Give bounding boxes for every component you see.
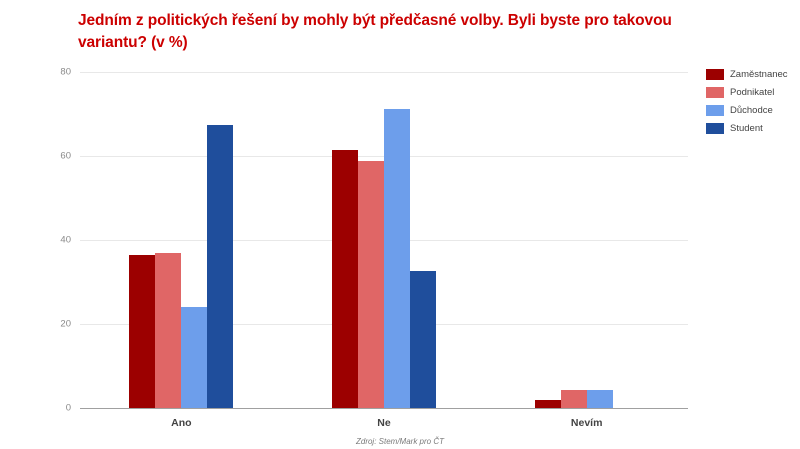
gridline [80, 72, 688, 73]
bar[interactable] [357, 161, 384, 408]
legend-color-swatch [706, 104, 724, 116]
x-axis-tick-label: Ano [171, 417, 192, 429]
legend-item[interactable]: Zaměstnanec [706, 66, 798, 82]
legend-item[interactable]: Důchodce [706, 102, 798, 118]
bar-group: Nevím [485, 72, 688, 429]
bar[interactable] [534, 400, 561, 408]
legend-label: Student [730, 122, 763, 134]
bar[interactable] [560, 389, 587, 408]
legend-color-swatch [706, 68, 724, 80]
bar[interactable] [586, 389, 613, 408]
bar[interactable] [155, 252, 182, 408]
x-axis-tick-label: Ne [377, 417, 391, 429]
y-axis-tick-label: 60 [60, 150, 71, 162]
y-axis-tick-label: 0 [65, 402, 71, 414]
y-axis-tick-label: 40 [60, 234, 71, 246]
legend-color-swatch [706, 86, 724, 98]
y-axis-tick-label: 80 [60, 66, 71, 78]
bar[interactable] [409, 271, 436, 408]
legend-item[interactable]: Podnikatel [706, 84, 798, 100]
legend-item[interactable]: Student [706, 120, 798, 136]
legend-color-swatch [706, 122, 724, 134]
x-axis-tick-label: Nevím [570, 417, 603, 429]
bar[interactable] [129, 255, 156, 408]
chart-title: Jedním z politických řešení by mohly být… [78, 12, 672, 52]
bar[interactable] [181, 306, 208, 408]
legend-label: Podnikatel [730, 86, 775, 98]
bar[interactable] [207, 124, 234, 408]
source-note: Zdroj: Stem/Mark pro ČT [355, 437, 444, 446]
plot-area: 0 20 40 60 80 Ano Ne Nevím [60, 67, 688, 429]
y-axis-tick-label: 20 [60, 318, 71, 330]
x-axis-line [80, 408, 688, 409]
bar[interactable] [331, 150, 358, 408]
bar[interactable] [383, 108, 410, 408]
chart-legend: Zaměstnanec Podnikatel Důchodce Student [706, 66, 798, 138]
legend-label: Důchodce [730, 104, 773, 116]
bar-group: Ano [80, 72, 283, 429]
bar-group: Ne [283, 72, 486, 429]
legend-label: Zaměstnanec [730, 68, 788, 80]
